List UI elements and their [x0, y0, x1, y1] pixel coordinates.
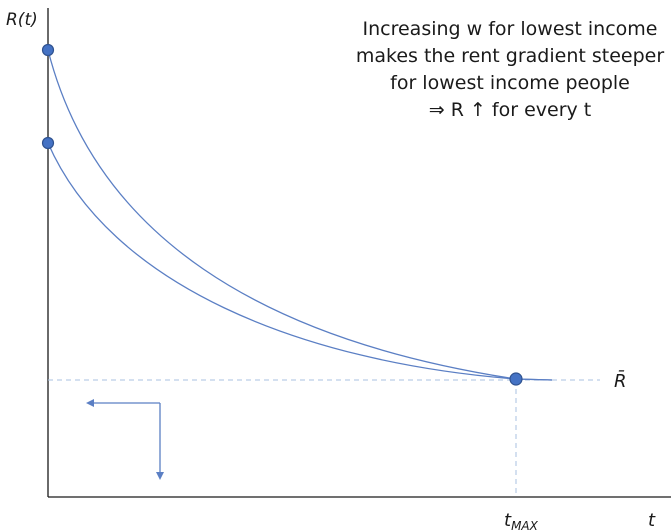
annotation-line-4: ⇒ R ↑ for every t	[428, 99, 592, 121]
annotation-line-1: Increasing w for lowest income	[362, 18, 658, 40]
y-axis-label: R(t)	[6, 10, 38, 30]
direction-arrows	[88, 402, 161, 477]
t-max-main: t	[504, 510, 512, 530]
steeper-rent-curve	[47, 49, 553, 381]
t-max-label: tMAX	[504, 510, 539, 530]
t-max-subscript: MAX	[511, 519, 539, 530]
r-bar-label: R̄	[614, 370, 627, 392]
x-axis-label: t	[648, 510, 656, 530]
original-curve-intercept-dot	[41, 136, 55, 150]
annotation-text: Increasing w for lowest income makes the…	[330, 16, 671, 124]
down-arrowhead-icon	[156, 472, 164, 480]
original-rent-curve	[47, 142, 553, 381]
left-arrowhead-icon	[86, 399, 94, 407]
steeper-curve-intercept-dot	[41, 43, 55, 57]
annotation-line-3: for lowest income people	[390, 72, 630, 94]
annotation-line-2: makes the rent gradient steeper	[355, 45, 665, 67]
t-max-point-dot	[509, 372, 523, 386]
